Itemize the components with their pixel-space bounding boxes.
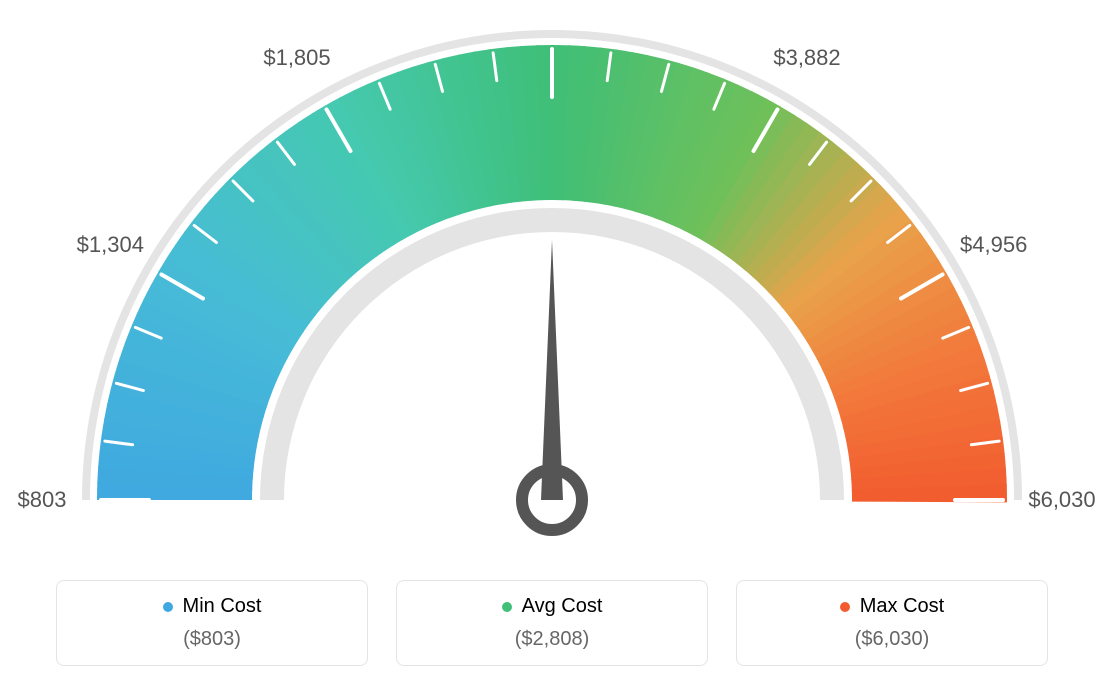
dot-icon: [163, 602, 173, 612]
legend-title-avg: Avg Cost: [502, 595, 603, 618]
legend-value: ($803): [57, 628, 367, 651]
gauge-tick-label: $1,805: [263, 45, 330, 71]
legend-row: Min Cost ($803) Avg Cost ($2,808) Max Co…: [0, 580, 1104, 666]
dot-icon: [502, 602, 512, 612]
legend-value: ($2,808): [397, 628, 707, 651]
legend-card-min: Min Cost ($803): [56, 580, 368, 666]
gauge-tick-label: $4,956: [960, 232, 1027, 258]
chart-container: $803 $1,304 $1,805 $2,808 $3,882 $4,956 $6,030…: [0, 0, 1104, 690]
gauge-tick-label: $6,030: [1028, 487, 1095, 513]
gauge-tick-label: $1,304: [77, 232, 144, 258]
legend-value: ($6,030): [737, 628, 1047, 651]
legend-card-avg: Avg Cost ($2,808): [396, 580, 708, 666]
legend-label: Min Cost: [183, 595, 262, 618]
legend-title-min: Min Cost: [163, 595, 262, 618]
legend-label: Max Cost: [860, 595, 944, 618]
gauge-tick-label: $2,808: [518, 0, 585, 3]
dot-icon: [840, 602, 850, 612]
gauge: $803 $1,304 $1,805 $2,808 $3,882 $4,956 $6,030: [0, 0, 1104, 560]
legend-card-max: Max Cost ($6,030): [736, 580, 1048, 666]
gauge-tick-label: $3,882: [773, 45, 840, 71]
legend-label: Avg Cost: [522, 595, 603, 618]
legend-title-max: Max Cost: [840, 595, 944, 618]
gauge-tick-label: $803: [18, 487, 67, 513]
